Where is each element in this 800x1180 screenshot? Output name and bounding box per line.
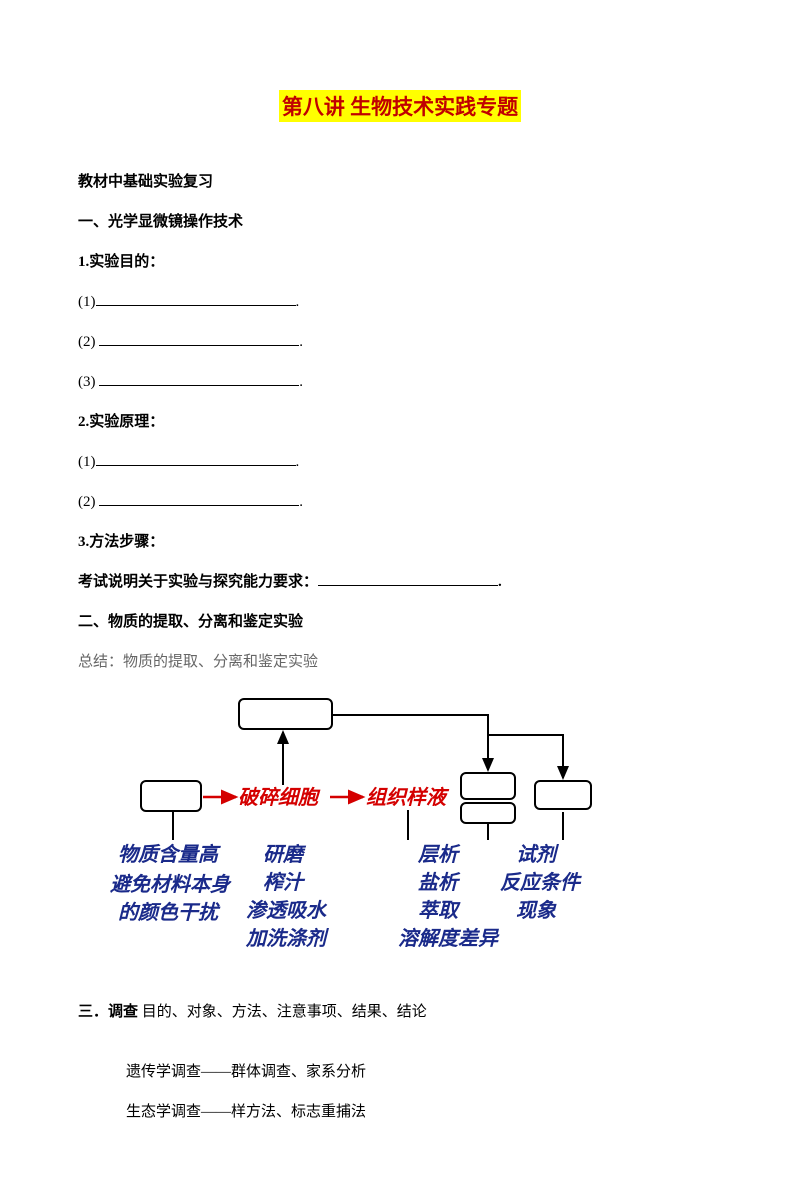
diagram-label: 的颜色干扰: [118, 900, 218, 927]
diagram-label: 层析: [418, 842, 458, 869]
blank-line: [99, 371, 299, 386]
label: (2): [78, 494, 96, 510]
blank-item: (1).: [78, 450, 722, 474]
diagram-label: 现象: [516, 898, 556, 925]
heading-1: 一、光学显微镜操作技术: [78, 210, 722, 234]
heading-3: 三．调查 目的、对象、方法、注意事项、结果、结论: [78, 1000, 722, 1024]
label: (2): [78, 334, 96, 350]
sub-line: 遗传学调查——群体调查、家系分析: [78, 1060, 722, 1084]
diagram-label: 加洗涤剂: [246, 926, 326, 953]
requirement-line: 考试说明关于实验与探究能力要求：.: [78, 570, 722, 594]
diagram-label: 榨汁: [263, 870, 303, 897]
diagram-label: 萃取: [418, 898, 458, 925]
blank-item: (2) .: [78, 490, 722, 514]
diagram-box: [238, 698, 333, 730]
diagram-box: [534, 780, 592, 810]
diagram-box: [140, 780, 202, 812]
diagram-label: 渗透吸水: [246, 898, 326, 925]
title-wrap: 第八讲 生物技术实践专题: [78, 90, 722, 146]
diagram-box: [460, 772, 516, 800]
blank-line: [96, 451, 296, 466]
diagram-label: 避免材料本身: [110, 872, 230, 899]
blank-line: [318, 571, 498, 586]
summary-line: 总结：物质的提取、分离和鉴定实验: [78, 650, 722, 674]
heading-2: 二、物质的提取、分离和鉴定实验: [78, 610, 722, 634]
diagram-label: 反应条件: [500, 870, 580, 897]
blank-line: [96, 291, 296, 306]
document-page: 第八讲 生物技术实践专题 教材中基础实验复习 一、光学显微镜操作技术 1.实验目…: [0, 0, 800, 1180]
diagram-label: 试剂: [516, 842, 556, 869]
point-1: 1.实验目的：: [78, 250, 722, 274]
h3-bold: 三．调查: [78, 1004, 138, 1020]
blank-line: [99, 331, 299, 346]
blank-line: [99, 491, 299, 506]
sub-line: 生态学调查——样方法、标志重捕法: [78, 1100, 722, 1124]
req-label: 考试说明关于实验与探究能力要求：: [78, 574, 318, 590]
section-heading: 教材中基础实验复习: [78, 170, 722, 194]
point-3: 3.方法步骤：: [78, 530, 722, 554]
label: (3): [78, 374, 96, 390]
diagram-label: 组织样液: [366, 785, 446, 812]
diagram-label: 研磨: [263, 842, 303, 869]
blank-item: (3) .: [78, 370, 722, 394]
diagram-label: 盐析: [418, 870, 458, 897]
arrows-svg: [118, 690, 618, 980]
blank-item: (1).: [78, 290, 722, 314]
point-2: 2.实验原理：: [78, 410, 722, 434]
diagram-label: 物质含量高: [118, 842, 218, 869]
label: (1): [78, 454, 96, 470]
flow-diagram: 破碎细胞 组织样液 物质含量高 避免材料本身 的颜色干扰 研磨 榨汁 渗透吸水 …: [118, 690, 618, 980]
diagram-label: 溶解度差异: [398, 926, 498, 953]
page-title: 第八讲 生物技术实践专题: [279, 90, 521, 122]
diagram-box: [460, 802, 516, 824]
h3-rest: 目的、对象、方法、注意事项、结果、结论: [138, 1004, 427, 1020]
diagram-label: 破碎细胞: [238, 785, 318, 812]
spacer: [78, 1040, 722, 1060]
blank-item: (2) .: [78, 330, 722, 354]
label: (1): [78, 294, 96, 310]
